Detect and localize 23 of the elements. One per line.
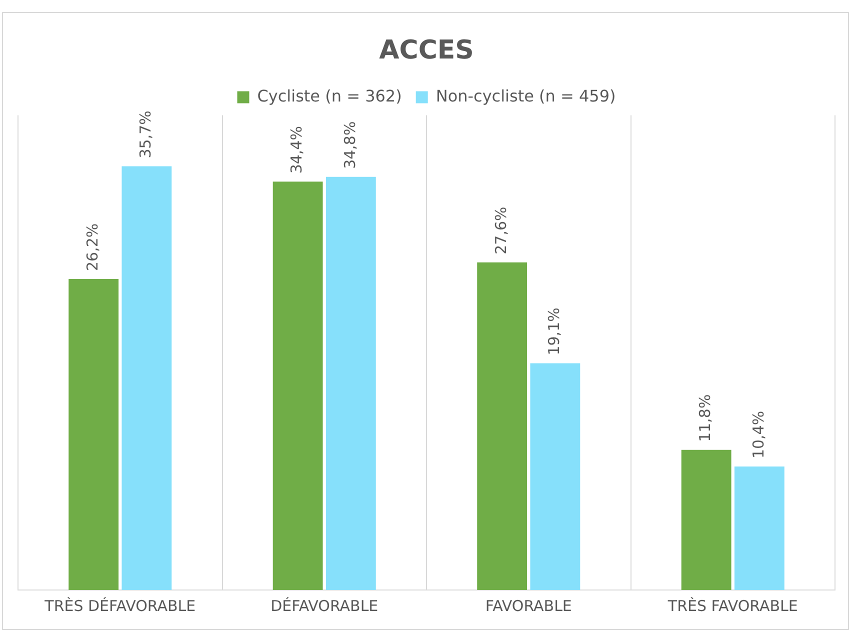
legend-label: Cycliste (n = 362) (257, 86, 402, 106)
bar (734, 466, 784, 590)
bar (272, 182, 323, 590)
x-tick-label: TRÈS DÉFAVORABLE (44, 596, 196, 615)
bar (530, 363, 580, 590)
data-label: 35,7% (136, 110, 155, 158)
data-label: 19,1% (545, 308, 564, 356)
x-tick-label: TRÈS FAVORABLE (666, 596, 798, 615)
bar (68, 279, 119, 590)
x-tick-label: DÉFAVORABLE (270, 596, 378, 615)
data-label: 27,6% (492, 206, 510, 254)
data-label: 10,4% (749, 410, 768, 459)
bar (326, 176, 376, 590)
bar (477, 262, 528, 590)
data-label: 34,4% (288, 126, 306, 174)
data-label: 26,2% (83, 223, 102, 272)
bar (122, 166, 172, 590)
legend-label: Non-cycliste (n = 459) (436, 86, 616, 106)
bar (681, 450, 732, 590)
chart-title: ACCES (379, 35, 474, 66)
x-tick-label: FAVORABLE (485, 596, 572, 615)
data-label: 34,8% (340, 121, 359, 169)
data-label: 11,8% (696, 394, 714, 442)
